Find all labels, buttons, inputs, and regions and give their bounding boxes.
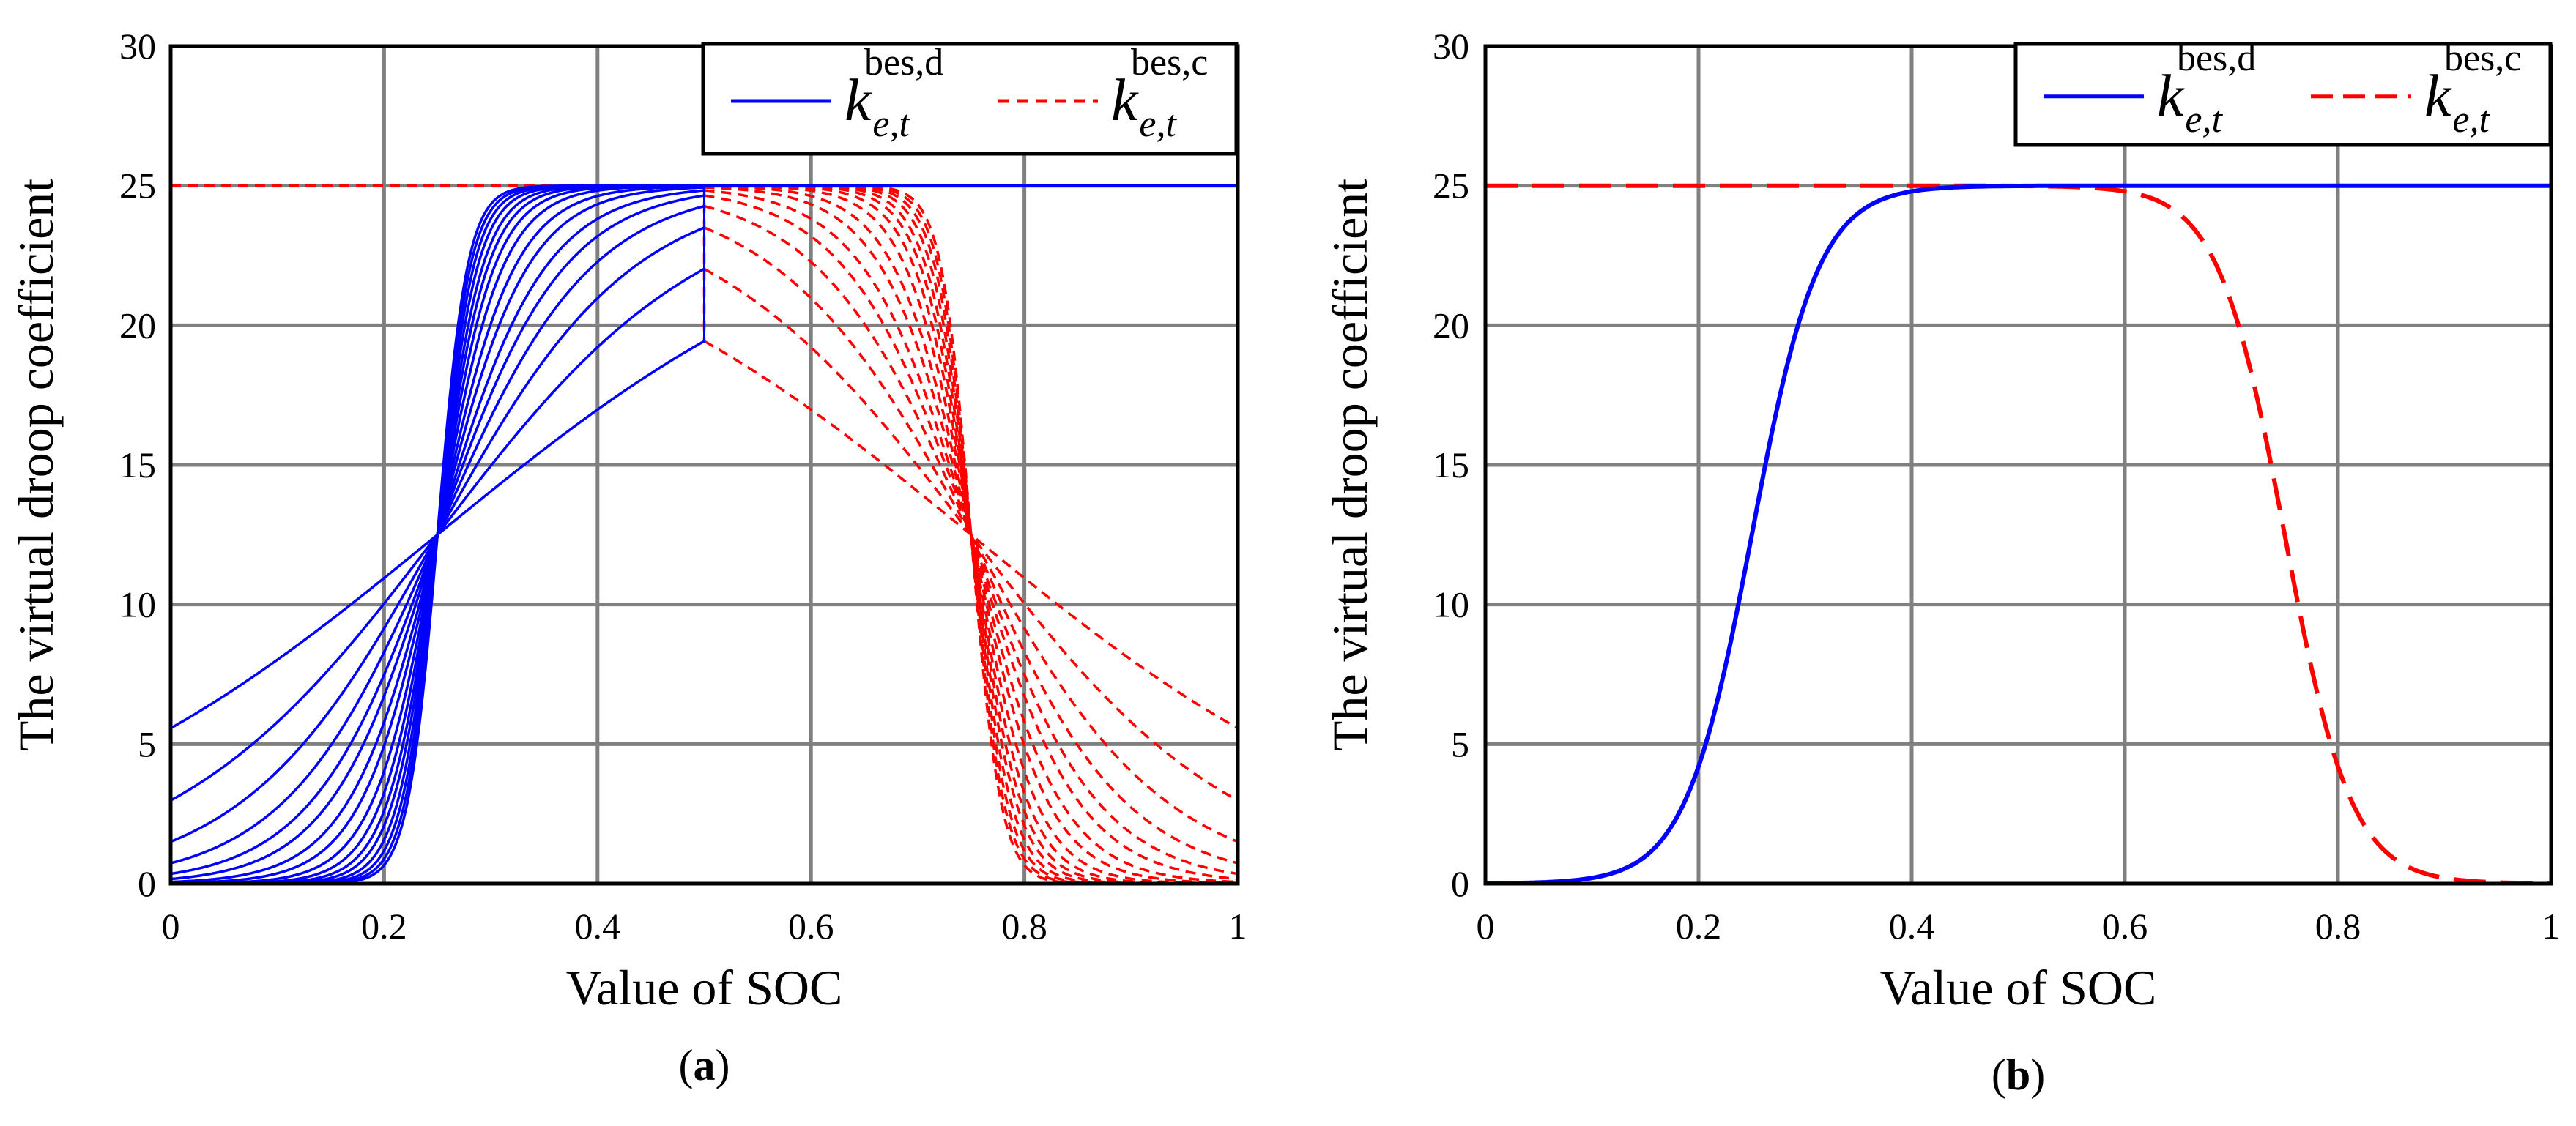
x-tick-label: 0.4 [1889, 906, 1935, 947]
panel-caption-letter: a [694, 1041, 716, 1089]
legend-label-discharge: ke,tbes,d [845, 42, 943, 145]
x-axis-label: Value of SOC [1880, 960, 2157, 1015]
x-tick-label: 0 [162, 906, 180, 947]
y-tick-label: 15 [1433, 444, 1469, 485]
x-tick-label: 1 [1229, 906, 1247, 947]
panel-caption-letter: b [2006, 1051, 2030, 1099]
y-tick-label: 20 [119, 305, 156, 346]
x-tick-label: 0.2 [1676, 906, 1722, 947]
y-tick-label: 15 [119, 444, 156, 485]
x-tick-label: 0.6 [2102, 906, 2148, 947]
charge-curve-k28 [704, 184, 1238, 884]
panel-caption: (b) [1992, 1051, 2045, 1099]
y-tick-label: 5 [138, 723, 156, 764]
y-tick-label: 25 [1433, 165, 1469, 206]
x-tick-label: 0.2 [361, 906, 407, 947]
legend-box [2013, 42, 2553, 147]
y-tick-label: 10 [1433, 584, 1469, 625]
y-tick-label: 20 [1433, 305, 1469, 346]
y-axis-label: The virtual droop coefficient [8, 179, 64, 751]
x-tick-label: 0 [1477, 906, 1495, 947]
x-tick-label: 0.8 [2315, 906, 2361, 947]
x-tick-label: 0.4 [575, 906, 621, 947]
x-tick-label: 1 [2542, 906, 2561, 947]
legend-box [701, 42, 1239, 156]
x-tick-label: 0.6 [788, 906, 834, 947]
discharge-curve [1485, 183, 2551, 884]
legend-label-charge: ke,tbes,c [2424, 37, 2521, 141]
panel-caption: (a) [679, 1041, 730, 1089]
x-axis-label: Value of SOC [566, 960, 843, 1015]
y-tick-label: 5 [1451, 723, 1469, 764]
y-tick-label: 30 [1433, 26, 1469, 67]
legend: ke,tbes,d ke,tbes,c [701, 42, 1239, 156]
discharge-curve-k72 [171, 184, 705, 884]
series-group [1485, 183, 2551, 884]
y-tick-label: 0 [138, 863, 156, 904]
legend-label-discharge: ke,tbes,d [2157, 37, 2256, 141]
x-tick-label: 0.8 [1001, 906, 1047, 947]
y-axis-label: The virtual droop coefficient [1322, 179, 1378, 751]
y-tick-label: 0 [1451, 863, 1469, 904]
y-tick-label: 10 [119, 584, 156, 625]
legend: ke,tbes,d ke,tbes,c [2013, 37, 2553, 147]
legend-label-charge: ke,tbes,c [1111, 42, 1208, 145]
charge-curve-k11 [703, 226, 1238, 843]
charge-curve-k24 [704, 186, 1238, 884]
y-tick-label: 30 [119, 26, 156, 67]
y-tick-label: 25 [119, 165, 156, 206]
